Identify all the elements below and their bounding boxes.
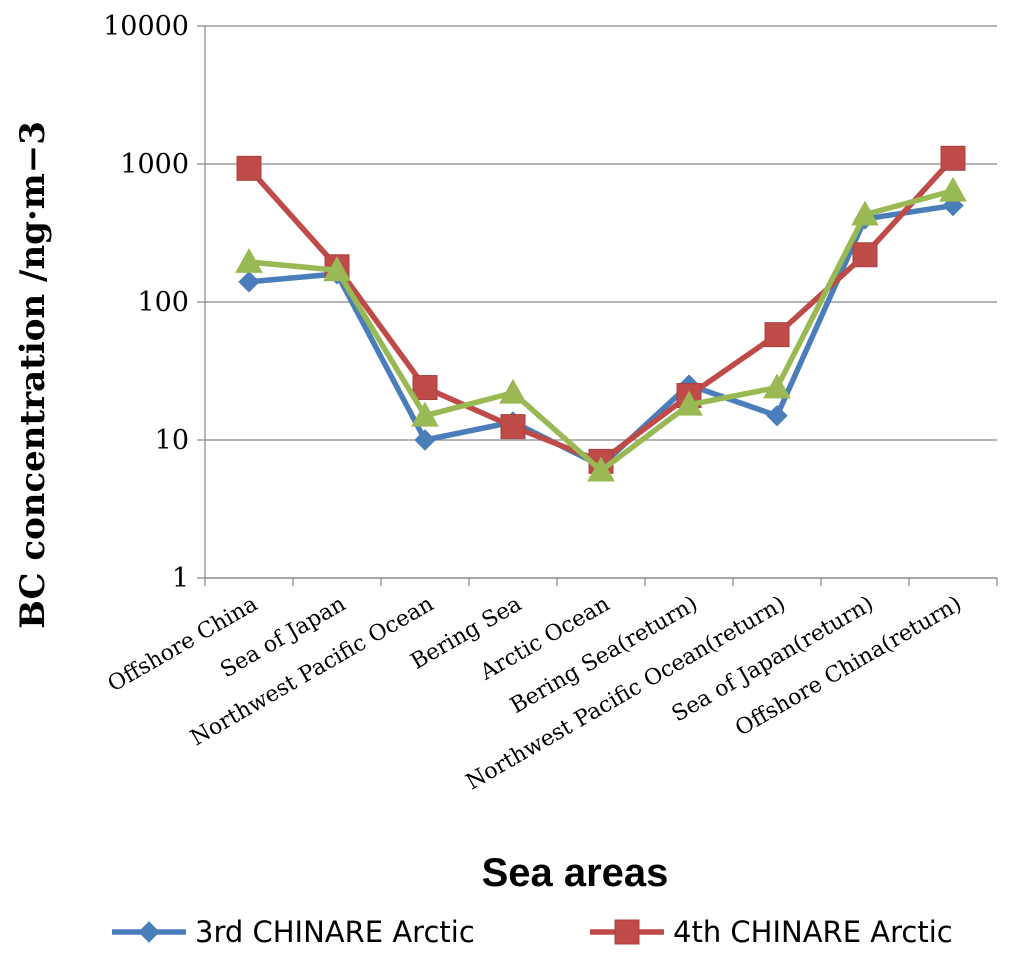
axes [197,25,998,586]
data-point-triangle [939,176,967,202]
data-point-triangle [675,390,703,416]
legend: 3rd CHINARE Arctic 4th CHINARE Arctic [112,915,953,949]
x-axis-title: Sea areas [482,851,669,895]
series-2 [236,145,966,474]
data-point-diamond [414,429,436,451]
data-point-triangle [499,378,527,404]
data-point-triangle [323,256,351,282]
series-lines [235,145,967,482]
y-tick-label: 10 [155,425,189,456]
data-point-square [852,242,878,268]
data-point-square [236,155,262,181]
data-point-triangle [851,200,879,226]
data-point-triangle [763,373,791,399]
legend-label: 3rd CHINARE Arctic [195,915,475,949]
data-point-diamond [766,404,788,427]
legend-label: 4th CHINARE Arctic [673,915,953,949]
series-3 [235,176,967,482]
y-axis-title: BC concentration /ng·m−3 [13,121,53,629]
data-point-triangle [235,247,263,273]
y-tick-label: 100 [137,287,189,318]
y-tick-labels: 1 10 100 1000 10000 [103,11,189,594]
x-tick-label: Offshore China [104,592,262,698]
data-point-square [412,375,438,401]
y-tick-label: 1000 [120,149,189,180]
legend-item-2: 4th CHINARE Arctic [590,915,953,949]
y-tick-label: 10000 [103,11,189,42]
legend-swatch-marker [138,921,160,943]
data-point-triangle [587,456,615,482]
legend-item-1: 3rd CHINARE Arctic [112,915,475,949]
data-point-diamond [238,271,260,293]
legend-swatch-marker [614,919,640,945]
gridlines [205,25,997,579]
y-tick-label: 1 [172,563,189,594]
data-point-square [500,414,526,440]
series-line [248,188,954,474]
data-point-triangle [411,401,439,427]
data-point-square [764,322,790,348]
data-point-square [940,145,966,171]
